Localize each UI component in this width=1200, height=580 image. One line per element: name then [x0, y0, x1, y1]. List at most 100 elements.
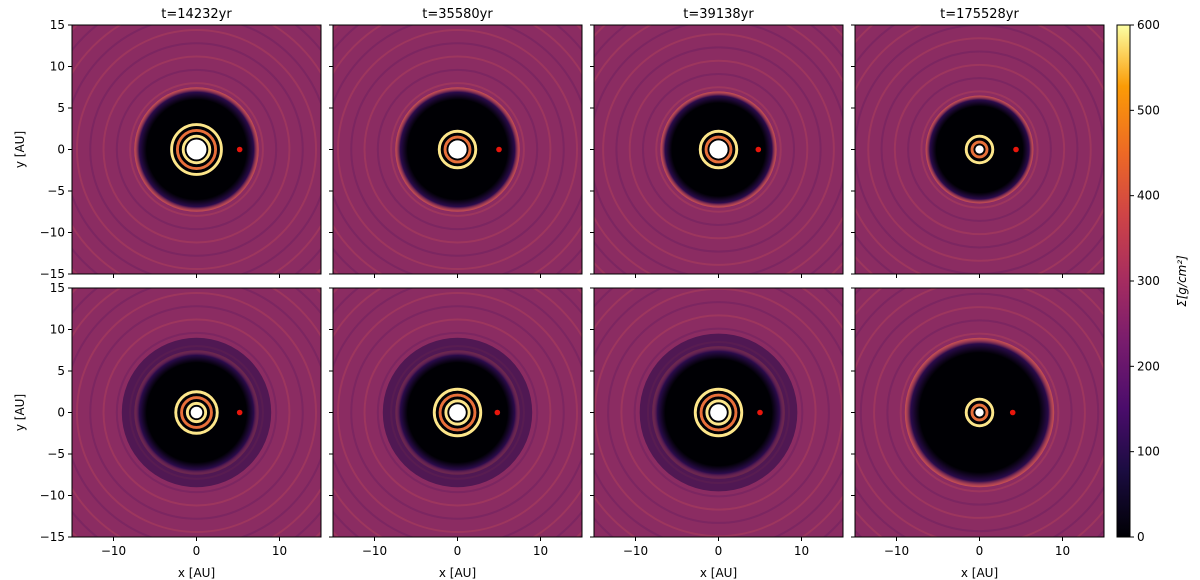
wave-ring: [628, 59, 809, 240]
image: [72, 25, 321, 274]
y-tick-label: −10: [40, 226, 65, 240]
inner-hole: [190, 406, 203, 419]
wave-ring: [899, 332, 1060, 493]
wave-ring: [363, 55, 552, 244]
wave-ring: [115, 331, 278, 494]
planet: [236, 146, 243, 153]
wave-ring: [376, 68, 539, 231]
inner-hole: [448, 140, 467, 159]
inner-ring: [705, 399, 732, 426]
colorbar-tick-label: 0: [1137, 530, 1145, 544]
wave-ring: [880, 50, 1079, 249]
x-tick-label: 10: [272, 544, 287, 558]
wave-ring: [873, 306, 1086, 519]
colorbar-label: Σ[g/cm²]: [1175, 255, 1189, 307]
image: [855, 288, 1104, 537]
panel-title: t=14232yr: [161, 7, 232, 22]
wave-ring: [89, 42, 304, 257]
y-axis-label: y [AU]: [13, 394, 27, 431]
inner-ring: [693, 387, 744, 438]
wave-ring: [350, 42, 565, 257]
planet: [755, 146, 762, 153]
wave-ring: [115, 68, 278, 231]
inner-ring: [970, 403, 989, 422]
y-tick-label: −10: [40, 489, 65, 503]
inner-ring: [698, 129, 739, 170]
panel-title: t=35580yr: [422, 7, 493, 22]
inner-ring: [432, 387, 483, 438]
colorbar-tick-label: 100: [1137, 445, 1160, 459]
x-tick-label: 10: [794, 544, 809, 558]
panel-title: t=175528yr: [940, 7, 1019, 22]
wave-ring: [615, 46, 822, 253]
inner-hole: [975, 145, 984, 154]
planet: [757, 409, 763, 416]
y-tick-label: −5: [47, 447, 65, 461]
wave-ring: [102, 55, 291, 244]
wave-ring: [620, 314, 817, 511]
colorbar-tick-label: 400: [1137, 189, 1160, 203]
y-axis-label: y [AU]: [13, 131, 27, 168]
inner-ring: [964, 134, 995, 165]
colorbar-tick-label: 500: [1137, 103, 1160, 117]
x-tick-label: −10: [623, 544, 648, 558]
y-tick-label: 15: [50, 281, 65, 295]
wave-ring: [602, 33, 835, 266]
colorbar-tick-label: 600: [1137, 18, 1160, 32]
inner-ring: [699, 393, 738, 432]
planet: [1009, 409, 1016, 416]
colorbar-tick-label: 300: [1137, 274, 1160, 288]
y-tick-label: 0: [57, 143, 65, 157]
y-tick-label: 5: [57, 364, 65, 378]
inner-ring: [185, 401, 208, 424]
image: [594, 288, 843, 537]
inner-ring: [174, 390, 219, 435]
x-axis-label: x [AU]: [961, 566, 998, 580]
wave-ring: [893, 63, 1066, 236]
image: [594, 25, 843, 274]
wave-ring: [129, 82, 264, 217]
planet: [494, 409, 501, 416]
wave-ring: [867, 37, 1092, 262]
inner-ring: [170, 123, 223, 176]
inner-ring: [437, 129, 478, 170]
x-tick-label: −10: [101, 544, 126, 558]
x-tick-label: −10: [362, 544, 387, 558]
wave-ring: [363, 318, 552, 507]
planet: [1013, 146, 1019, 153]
inner-hole: [186, 139, 207, 160]
wave-ring: [859, 292, 1100, 533]
inner-ring: [181, 134, 212, 165]
wave-ring: [907, 77, 1052, 222]
x-axis-label: x [AU]: [439, 566, 476, 580]
inner-hole: [709, 140, 728, 159]
planet: [236, 409, 243, 416]
y-tick-label: 10: [50, 60, 65, 74]
wave-ring: [102, 318, 291, 507]
wave-ring: [336, 291, 579, 534]
wave-ring: [886, 319, 1073, 506]
inner-hole: [975, 408, 984, 417]
inner-ring: [443, 135, 472, 164]
wave-ring: [89, 305, 304, 520]
colorbar: [1116, 24, 1131, 538]
wave-ring: [376, 331, 539, 494]
wave-ring: [920, 90, 1039, 209]
inner-ring: [964, 397, 995, 428]
wave-ring: [594, 288, 843, 537]
inner-ring: [704, 135, 733, 164]
wave-ring: [390, 82, 525, 217]
inner-hole: [710, 404, 727, 421]
y-tick-label: 15: [50, 18, 65, 32]
wave-ring: [607, 301, 830, 524]
y-tick-label: −15: [40, 267, 65, 281]
panel-title: t=39138yr: [683, 7, 754, 22]
inner-ring: [444, 399, 471, 426]
inner-ring: [970, 140, 989, 159]
wave-ring: [336, 28, 579, 271]
y-tick-label: −5: [47, 184, 65, 198]
wave-ring: [75, 28, 318, 271]
colorbar-tick-label: 200: [1137, 359, 1160, 373]
x-axis-label: x [AU]: [178, 566, 215, 580]
